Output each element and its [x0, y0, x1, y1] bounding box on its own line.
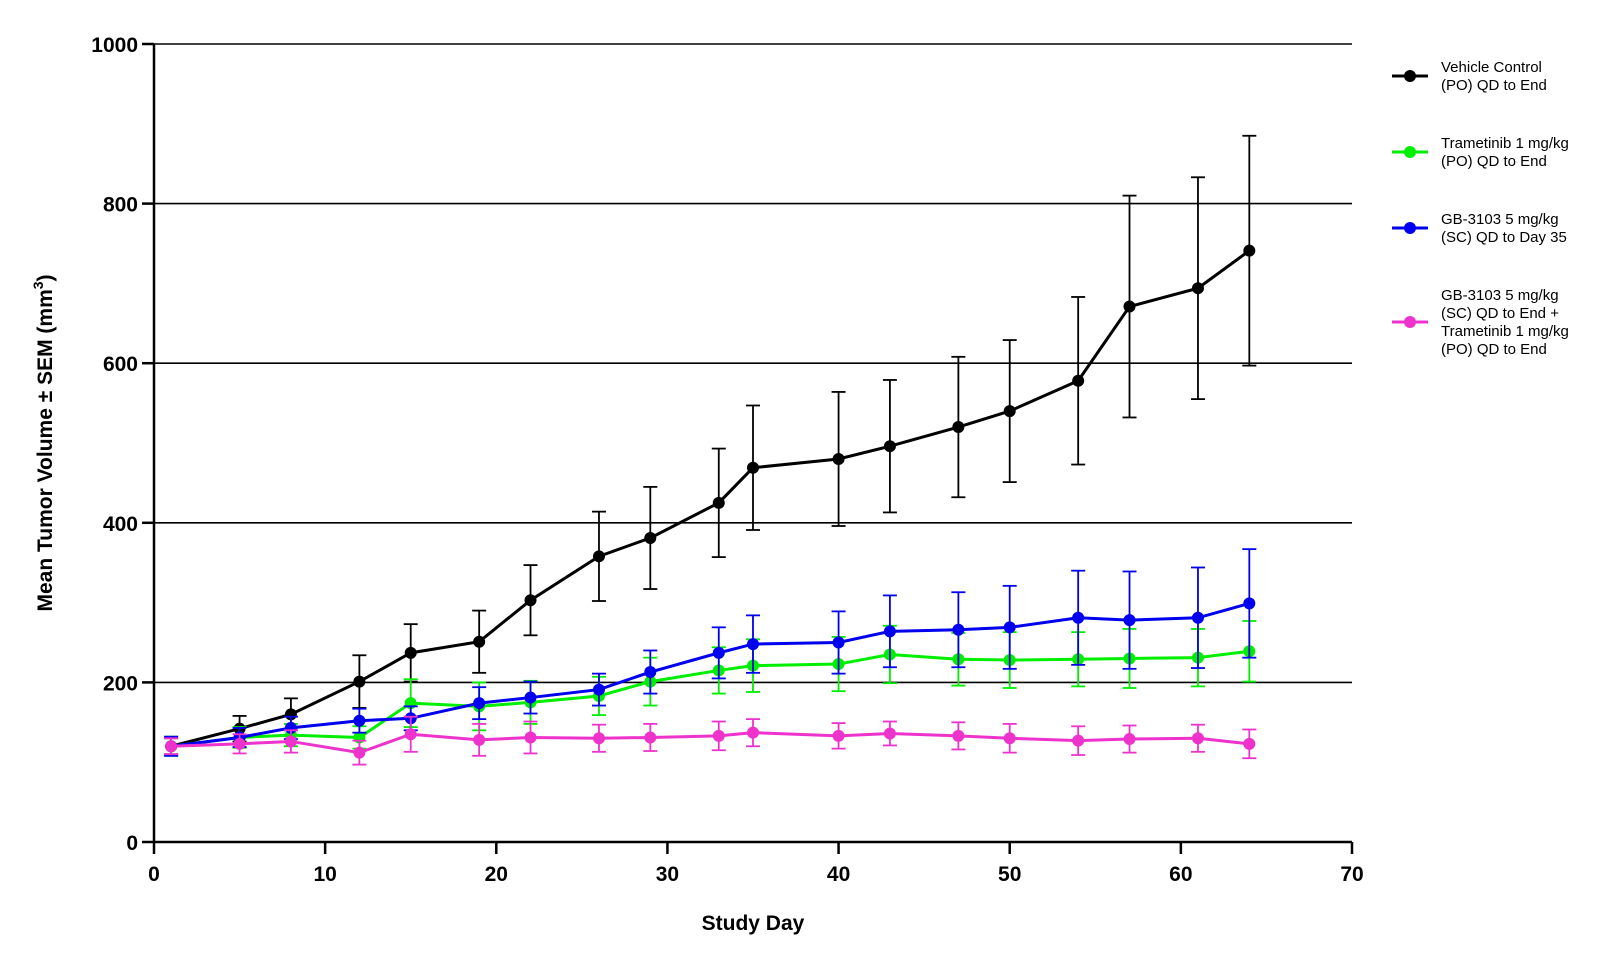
- y-tick-label: 200: [103, 672, 138, 695]
- data-point: [952, 421, 965, 434]
- data-point: [404, 728, 417, 741]
- plot-series: [164, 134, 1257, 766]
- x-tick-label: 30: [656, 863, 679, 886]
- y-axis-title-superscript: 3: [30, 281, 46, 289]
- data-point: [712, 729, 725, 742]
- y-tick-label: 0: [126, 832, 138, 855]
- data-point: [1123, 300, 1136, 313]
- x-axis-title: Study Day: [702, 912, 805, 935]
- legend-label: GB-3103 5 mg/kg: [1441, 287, 1559, 304]
- data-point: [644, 666, 657, 679]
- data-point: [1003, 732, 1016, 745]
- series-0: [164, 134, 1257, 756]
- legend-label: Vehicle Control: [1441, 59, 1542, 76]
- data-point: [233, 737, 246, 750]
- y-axis-title-suffix: ): [34, 274, 57, 281]
- data-point: [165, 740, 178, 753]
- data-point: [883, 440, 896, 453]
- data-point: [1243, 597, 1256, 610]
- data-point: [592, 683, 605, 696]
- y-tick-label: 800: [103, 194, 138, 217]
- data-point: [1191, 282, 1204, 295]
- legend-marker: [1404, 70, 1416, 82]
- legend-marker: [1404, 146, 1416, 158]
- data-point: [473, 697, 486, 710]
- data-point: [712, 496, 725, 509]
- series-2: [164, 548, 1257, 757]
- data-point: [524, 691, 537, 704]
- x-tick-label: 20: [485, 863, 508, 886]
- series-line: [170, 649, 1250, 748]
- x-tick-label: 0: [148, 863, 160, 886]
- data-point: [832, 452, 845, 465]
- x-tick-label: 40: [827, 863, 850, 886]
- data-point: [1191, 611, 1204, 624]
- data-point: [1243, 244, 1256, 257]
- legend-marker: [1404, 222, 1416, 234]
- data-point: [644, 531, 657, 544]
- x-tick-label: 10: [313, 863, 336, 886]
- legend-entry-2: GB-3103 5 mg/kg(SC) QD to Day 35: [1392, 211, 1567, 246]
- legend-label: (SC) QD to End +: [1441, 305, 1559, 322]
- data-point: [473, 635, 486, 648]
- y-axis-title-main: Mean Tumor Volume ± SEM (mm: [34, 289, 57, 611]
- data-point: [883, 625, 896, 638]
- data-point: [832, 636, 845, 649]
- legend-label: GB-3103 5 mg/kg: [1441, 211, 1559, 228]
- data-point: [1003, 405, 1016, 418]
- data-point: [284, 735, 297, 748]
- axes: 0 200 400 600 800 1000 0 10 20 30 40 50 60 70 Study Da…: [30, 34, 1364, 935]
- data-point: [1072, 611, 1085, 624]
- legend-entry-0: Vehicle Control(PO) QD to End: [1392, 59, 1547, 94]
- y-tick-label: 400: [103, 513, 138, 536]
- legend-entry-3: GB-3103 5 mg/kg(SC) QD to End +Trametini…: [1392, 287, 1569, 358]
- legend-label: Trametinib 1 mg/kg: [1441, 135, 1569, 152]
- data-point: [353, 746, 366, 759]
- legend-label: (PO) QD to End: [1441, 153, 1547, 170]
- gridlines: [154, 43, 1352, 684]
- data-point: [473, 733, 486, 746]
- data-point: [404, 646, 417, 659]
- data-point: [747, 461, 759, 474]
- data-point: [1003, 621, 1016, 634]
- legend-label: Trametinib 1 mg/kg: [1441, 323, 1569, 340]
- data-point: [712, 646, 725, 659]
- data-point: [353, 714, 366, 727]
- data-point: [1243, 737, 1256, 750]
- data-point: [747, 638, 759, 651]
- data-point: [832, 729, 845, 742]
- legend-label: (PO) QD to End: [1441, 341, 1547, 358]
- x-tick-label: 70: [1340, 863, 1363, 886]
- data-point: [353, 675, 366, 688]
- data-point: [592, 732, 605, 745]
- data-point: [1123, 614, 1136, 627]
- data-point: [1191, 732, 1204, 745]
- data-point: [952, 623, 965, 636]
- data-point: [747, 726, 759, 739]
- y-axis-title: Mean Tumor Volume ± SEM (mm3): [30, 274, 57, 611]
- legend: Vehicle Control(PO) QD to EndTrametinib …: [1392, 59, 1569, 358]
- data-point: [883, 727, 896, 740]
- x-tick-label: 50: [998, 863, 1021, 886]
- legend-label: (PO) QD to End: [1441, 77, 1547, 94]
- series-line: [170, 601, 1250, 748]
- y-tick-label: 1000: [91, 34, 138, 57]
- data-point: [644, 731, 657, 744]
- legend-label: (SC) QD to Day 35: [1441, 229, 1567, 246]
- data-point: [1072, 734, 1085, 747]
- legend-entry-1: Trametinib 1 mg/kg(PO) QD to End: [1392, 135, 1569, 170]
- data-point: [592, 550, 605, 563]
- data-point: [952, 729, 965, 742]
- series-3: [164, 715, 1257, 766]
- data-point: [1123, 733, 1136, 746]
- y-tick-label: 600: [103, 353, 138, 376]
- data-point: [1072, 374, 1085, 387]
- legend-marker: [1404, 316, 1416, 328]
- x-tick-label: 60: [1169, 863, 1192, 886]
- data-point: [524, 731, 537, 744]
- data-point: [524, 594, 537, 607]
